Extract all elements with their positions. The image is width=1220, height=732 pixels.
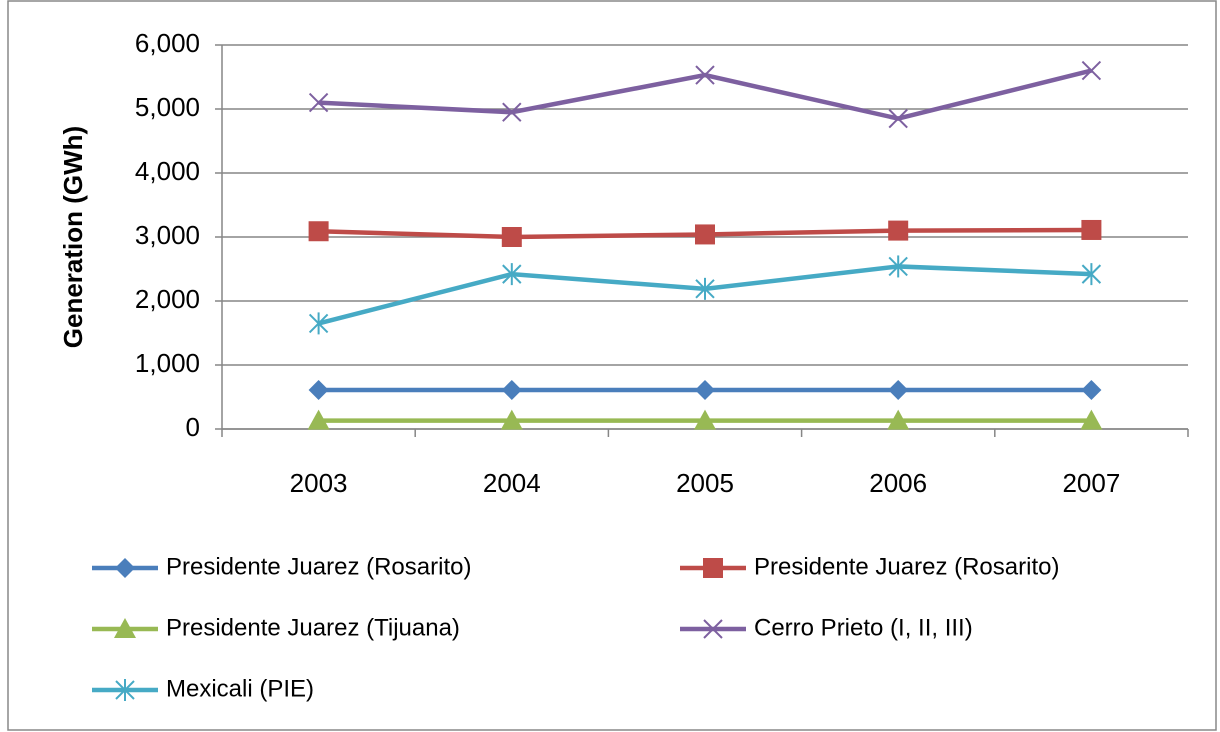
marker bbox=[888, 379, 909, 400]
marker bbox=[695, 224, 715, 245]
legend-label: Presidente Juarez (Rosarito) bbox=[754, 553, 1059, 580]
marker-stroke bbox=[502, 102, 522, 122]
marker bbox=[888, 220, 909, 241]
marker bbox=[1080, 409, 1103, 430]
legend-label: Cerro Prieto (I, II, III) bbox=[754, 614, 973, 641]
y-axis-label: Generation (GWh) bbox=[58, 126, 88, 348]
marker bbox=[888, 108, 908, 129]
marker bbox=[308, 379, 329, 400]
y-tick-label: 5,000 bbox=[135, 92, 200, 122]
marker bbox=[1081, 263, 1102, 286]
marker bbox=[501, 227, 522, 247]
y-tick-label: 2,000 bbox=[135, 284, 200, 314]
marker bbox=[888, 255, 908, 278]
y-tick-label: 1,000 bbox=[135, 348, 200, 378]
marker bbox=[114, 618, 136, 638]
marker bbox=[1081, 219, 1102, 240]
y-tick-label: 0 bbox=[186, 412, 200, 442]
x-tick-label: 2005 bbox=[676, 468, 734, 498]
marker bbox=[308, 92, 329, 113]
marker bbox=[1081, 379, 1102, 400]
legend-label: Mexicali (PIE) bbox=[166, 675, 314, 702]
marker bbox=[1081, 60, 1102, 81]
marker-stroke bbox=[308, 92, 329, 113]
marker bbox=[695, 277, 715, 300]
legend-label: Presidente Juarez (Rosarito) bbox=[166, 553, 471, 580]
y-tick-label: 4,000 bbox=[135, 156, 200, 186]
marker bbox=[703, 619, 723, 639]
y-tick-label: 3,000 bbox=[135, 220, 200, 250]
marker-stroke bbox=[1081, 60, 1102, 81]
marker bbox=[502, 102, 522, 122]
marker bbox=[501, 379, 522, 400]
marker bbox=[695, 65, 715, 85]
marker bbox=[502, 263, 522, 286]
marker bbox=[887, 409, 910, 430]
marker-stroke bbox=[695, 65, 715, 85]
marker bbox=[307, 409, 330, 430]
marker-stroke bbox=[888, 108, 908, 129]
marker bbox=[308, 221, 329, 242]
marker bbox=[308, 312, 329, 335]
marker bbox=[694, 409, 716, 430]
x-tick-label: 2006 bbox=[869, 468, 927, 498]
x-tick-label: 2004 bbox=[483, 468, 541, 498]
y-tick-label: 6,000 bbox=[135, 28, 200, 58]
marker bbox=[703, 558, 723, 578]
x-tick-label: 2003 bbox=[290, 468, 348, 498]
marker bbox=[115, 558, 135, 578]
x-tick-label: 2007 bbox=[1062, 468, 1120, 498]
legend-label: Presidente Juarez (Tijuana) bbox=[166, 614, 460, 641]
marker bbox=[500, 409, 523, 430]
marker-stroke bbox=[703, 619, 723, 639]
marker bbox=[115, 679, 135, 701]
marker bbox=[695, 379, 715, 400]
